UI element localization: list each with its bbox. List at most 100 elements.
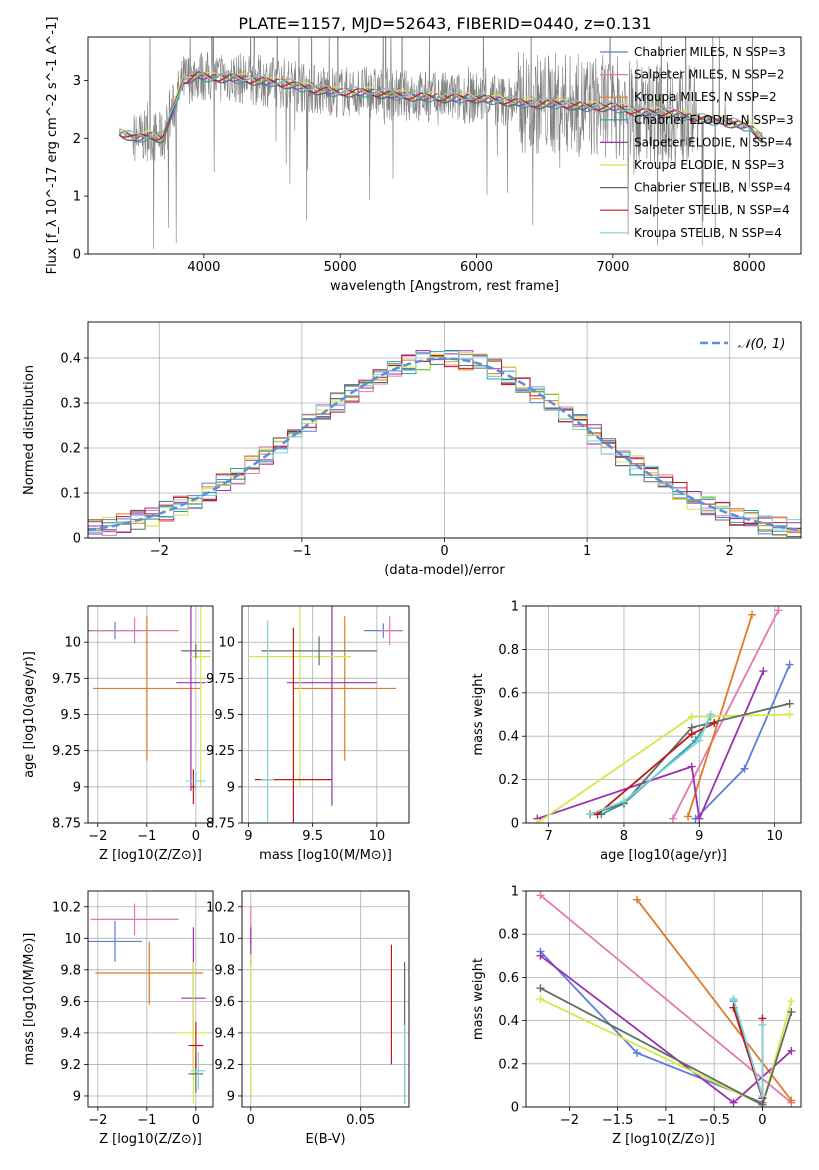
y-tick-label: 9.5: [214, 708, 235, 723]
spectrum-plot: [119, 37, 763, 250]
y-tick-label: 10: [218, 932, 235, 947]
spectrum-model-line: [119, 74, 763, 144]
y-axis-label: age [log10(age/yr)]: [22, 651, 37, 778]
x-tick-label: −2: [560, 1113, 579, 1128]
weight_vs_Z-plot: [536, 891, 796, 1107]
y-tick-label: 0.8: [498, 643, 519, 658]
y-tick-label: 10: [64, 636, 81, 651]
x-axis-label: wavelength [Angstrom, rest frame]: [330, 279, 559, 294]
y-tick-label: 2: [73, 132, 81, 147]
weight-marker: [758, 1092, 767, 1101]
mass_vs_Z-plot: [88, 903, 209, 1104]
legend-label: Salpeter STELIB, N SSP=4: [634, 203, 790, 217]
x-axis-label: age [log10(age/yr)]: [600, 848, 727, 863]
x-tick-label: 0: [440, 544, 448, 559]
y-tick-label: 0.6: [498, 686, 519, 701]
y-tick-label: 9: [227, 1089, 235, 1104]
y-axis-label: Flux [f_λ 10^-17 erg cm^-2 s^-1 A^-1]: [45, 17, 60, 275]
residuals-panel: −2 −1 0 1 2 0 0.1 0.2 0.3 0.4 (data-model)/error No…: [22, 321, 802, 578]
normal-curve: [88, 357, 801, 532]
weight-marker: [695, 736, 704, 745]
y-tick-label: 9.75: [52, 672, 81, 687]
mass_vs_ebv-plot: [250, 906, 406, 1104]
legend-label: 𝒩(0, 1): [738, 337, 785, 352]
age_vs_Z-plot: [88, 606, 211, 805]
x-tick-label: 9.5: [302, 829, 323, 844]
x-axis-label: (data-model)/error: [384, 563, 505, 578]
weight-line: [589, 714, 712, 816]
axes-frame: [87, 605, 214, 824]
y-tick-label: 0.4: [498, 730, 519, 745]
y-tick-label: 9.6: [214, 995, 235, 1010]
spectrum-legend: Chabrier MILES, N SSP=3 Salpeter MILES, N…: [600, 45, 794, 240]
weight-marker: [785, 699, 794, 708]
weight-marker: [748, 610, 757, 619]
y-tick-label: 1: [73, 190, 81, 205]
x-tick-label: 10: [369, 829, 386, 844]
weight-marker: [729, 1098, 738, 1107]
y-tick-label: 9.2: [60, 1058, 81, 1073]
x-tick-label: 9: [695, 829, 703, 844]
weight-marker: [536, 891, 545, 900]
y-tick-label: 1: [511, 600, 519, 615]
weight-line: [539, 950, 763, 1104]
x-tick-label: −2: [88, 829, 107, 844]
x-axis-label: Z [log10(Z/Z⊙)]: [612, 1132, 715, 1147]
residuals-plot: [88, 350, 801, 538]
x-axis-label: mass [log10(M/M⊙)]: [259, 848, 392, 863]
weight-line: [672, 609, 780, 820]
legend-label: Chabrier STELIB, N SSP=4: [634, 181, 791, 195]
weight-marker: [687, 762, 696, 771]
weight_vs_age-panel: 7 8 9 10 0 0.2 0.4 0.6 0.8 1 age [log10(age/yr)] ma…: [471, 600, 802, 863]
x-tick-label: 6000: [460, 260, 493, 275]
y-axis-label: mass weight: [471, 958, 486, 1040]
legend-label: Salpeter ELODIE, N SSP=4: [634, 135, 792, 149]
weight-marker: [740, 764, 749, 773]
y-tick-label: 0.2: [60, 442, 81, 457]
y-tick-label: 9.4: [214, 1026, 235, 1041]
y-tick-label: 3: [73, 74, 81, 89]
y-tick-label: 0: [73, 248, 81, 263]
y-tick-label: 9.25: [52, 744, 81, 759]
y-tick-label: 9: [227, 780, 235, 795]
weight-marker: [668, 814, 677, 823]
weight-marker: [536, 984, 545, 993]
y-tick-label: 0: [511, 817, 519, 832]
weight-marker: [729, 995, 738, 1003]
weight-marker: [586, 810, 595, 819]
figure-title: PLATE=1157, MJD=52643, FIBERID=0440, z=0…: [238, 14, 651, 33]
y-tick-label: 10: [64, 932, 81, 947]
x-tick-label: 7: [544, 829, 552, 844]
legend-label: Salpeter MILES, N SSP=2: [634, 68, 785, 82]
weight-line: [537, 670, 765, 822]
weight-marker: [632, 1049, 641, 1057]
y-tick-label: 0.8: [498, 928, 519, 943]
x-axis-label: Z [log10(Z/Z⊙)]: [99, 848, 202, 863]
spectrum-panel: 4000 5000 6000 7000 8000 0 1 2 3 wavelength [Angs…: [45, 17, 802, 294]
weight-marker: [787, 1046, 796, 1055]
weight-marker: [759, 667, 768, 676]
weight-marker: [687, 730, 696, 739]
axes-frame: [87, 321, 802, 539]
weight-marker: [533, 819, 542, 823]
spectrum-model-line: [119, 71, 763, 141]
y-tick-label: 9.6: [60, 995, 81, 1010]
weight-marker: [787, 1096, 796, 1105]
x-tick-label: 0.05: [346, 1113, 375, 1128]
y-tick-label: 0.3: [60, 397, 81, 412]
x-tick-label: 5000: [324, 260, 357, 275]
x-tick-label: −1: [137, 829, 156, 844]
spectrum-model-line: [119, 69, 763, 138]
weight-line: [732, 998, 764, 1097]
weight-line: [732, 1007, 764, 1099]
axes-frame: [525, 890, 802, 1108]
y-tick-label: 1: [511, 885, 519, 900]
y-tick-label: 0.4: [60, 352, 81, 367]
y-tick-label: 0.2: [498, 1057, 519, 1072]
x-tick-label: 0: [247, 1113, 255, 1128]
y-tick-label: 8.75: [206, 817, 235, 832]
y-tick-label: 9.8: [214, 963, 235, 978]
y-tick-label: 0.1: [60, 487, 81, 502]
x-tick-label: 4000: [187, 260, 220, 275]
weight-marker: [632, 895, 641, 904]
